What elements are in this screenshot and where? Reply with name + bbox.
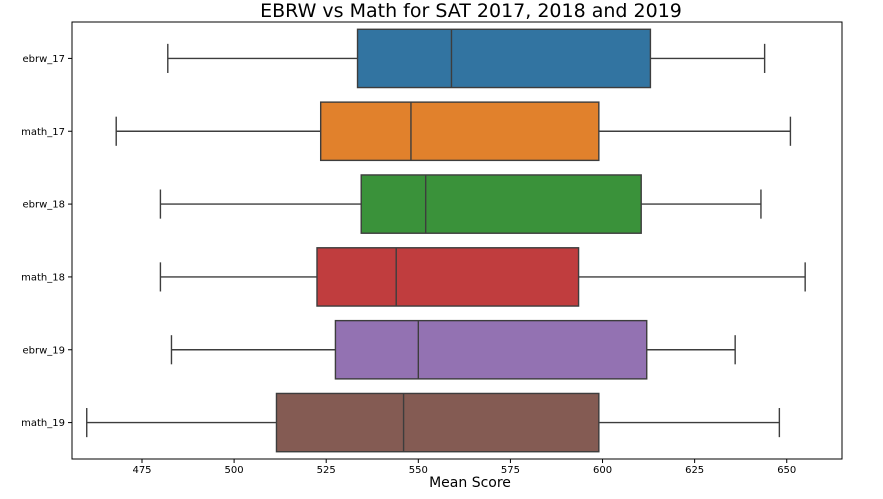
box-ebrw_17 [167, 28, 766, 89]
y-tick-label: ebrw_19 [22, 345, 65, 356]
x-tick-label: 525 [317, 465, 336, 476]
iqr-box-ebrw_18 [360, 174, 642, 234]
x-tick-label: 650 [777, 465, 796, 476]
x-tick-label: 550 [409, 465, 428, 476]
box-ebrw_19 [170, 319, 736, 380]
x-tick-label: 575 [501, 465, 520, 476]
iqr-box-math_17 [319, 101, 600, 162]
iqr-box-ebrw_17 [356, 28, 652, 89]
y-tick-label: math_19 [21, 418, 65, 429]
plot-frame [71, 21, 843, 460]
box-math_18 [159, 247, 806, 307]
y-tick-label: math_18 [21, 272, 65, 283]
x-tick-label: 600 [593, 465, 612, 476]
y-axis: ebrw_17 math_17 ebrw_18 math_18 ebrw_19 math_… [21, 54, 72, 429]
y-tick-label: ebrw_18 [22, 200, 65, 211]
box-ebrw_18 [159, 174, 762, 234]
box-math_17 [115, 101, 792, 162]
y-tick-label: ebrw_17 [22, 54, 65, 65]
x-axis-label: Mean Score [429, 475, 511, 491]
x-tick-label: 475 [132, 465, 151, 476]
boxes-group [86, 28, 806, 453]
box-math_19 [86, 392, 781, 453]
iqr-box-math_18 [316, 247, 580, 307]
iqr-box-math_19 [275, 392, 600, 453]
x-tick-label: 625 [685, 465, 704, 476]
x-tick-label: 500 [225, 465, 244, 476]
chart-title: EBRW vs Math for SAT 2017, 2018 and 2019 [260, 0, 682, 22]
x-axis: 475 500 525 550 575 600 625 650 [132, 459, 796, 476]
y-tick-label: math_17 [21, 127, 65, 138]
iqr-box-ebrw_19 [334, 319, 648, 380]
